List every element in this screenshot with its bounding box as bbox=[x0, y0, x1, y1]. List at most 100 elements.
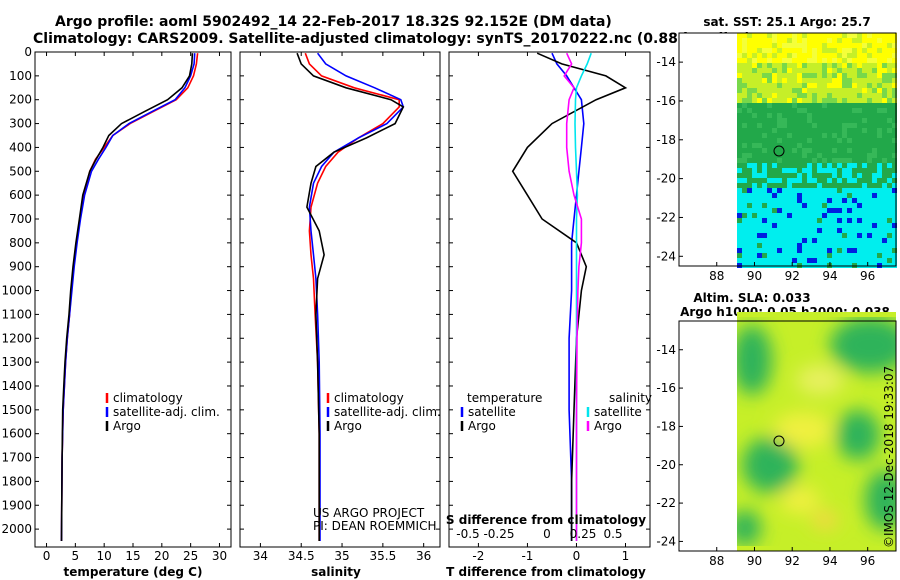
sst-cell bbox=[827, 88, 832, 93]
sst-cell bbox=[787, 118, 792, 123]
sst-cell bbox=[842, 68, 847, 73]
sst-cell bbox=[842, 153, 847, 158]
sst-cell bbox=[797, 68, 802, 73]
sst-cell bbox=[787, 208, 792, 213]
sst-cell bbox=[857, 138, 862, 143]
sst-cell bbox=[737, 113, 742, 118]
map-y-tick-label: -24 bbox=[656, 534, 676, 548]
depth-tick-label: 300 bbox=[9, 117, 32, 131]
sst-cell bbox=[817, 173, 822, 178]
sst-cell bbox=[867, 198, 872, 203]
sst-cell bbox=[822, 83, 827, 88]
series-argo bbox=[296, 52, 405, 541]
sst-cell bbox=[812, 63, 817, 68]
sst-cell bbox=[772, 253, 777, 258]
sst-cell bbox=[757, 68, 762, 73]
sst-cell bbox=[807, 193, 812, 198]
map-x-tick-label: 88 bbox=[709, 269, 724, 283]
sst-cell bbox=[882, 53, 887, 58]
sst-cell bbox=[812, 43, 817, 48]
sst-cell bbox=[852, 53, 857, 58]
sst-cell bbox=[802, 148, 807, 153]
sst-cell bbox=[797, 213, 802, 218]
x-tick-label: 1 bbox=[622, 549, 630, 563]
sst-cell bbox=[767, 173, 772, 178]
temperature-axis: 0 5 10 15 20 25 30 bbox=[43, 52, 227, 563]
sst-cell bbox=[822, 213, 827, 218]
sst-cell bbox=[822, 63, 827, 68]
sst-cell bbox=[882, 258, 887, 263]
sst-cell bbox=[892, 228, 897, 233]
sst-cell bbox=[837, 203, 842, 208]
sst-cell bbox=[797, 243, 802, 248]
sst-cell bbox=[857, 73, 862, 78]
sst-cell bbox=[742, 143, 747, 148]
legend-label: Argo bbox=[468, 419, 496, 433]
sst-cell bbox=[837, 43, 842, 48]
sst-cell bbox=[792, 223, 797, 228]
sst-cell bbox=[872, 138, 877, 143]
sst-cell bbox=[742, 173, 747, 178]
sst-cell bbox=[762, 98, 767, 103]
sst-cell bbox=[762, 208, 767, 213]
sst-cell bbox=[852, 158, 857, 163]
sla-blob bbox=[830, 317, 896, 373]
sst-cell bbox=[747, 58, 752, 63]
sst-cell bbox=[842, 183, 847, 188]
sst-cell bbox=[812, 133, 817, 138]
sst-cell bbox=[777, 93, 782, 98]
sst-cell bbox=[767, 248, 772, 253]
sst-cell bbox=[827, 223, 832, 228]
sst-cell bbox=[862, 248, 867, 253]
sst-cell bbox=[782, 118, 787, 123]
sst-cell bbox=[792, 148, 797, 153]
sst-cell bbox=[802, 38, 807, 43]
sst-cell bbox=[822, 73, 827, 78]
sst-cell bbox=[767, 158, 772, 163]
sst-cell bbox=[827, 103, 832, 108]
sst-cell bbox=[737, 78, 742, 83]
sst-cell bbox=[797, 143, 802, 148]
sla-blob bbox=[737, 510, 761, 546]
sst-cell bbox=[767, 183, 772, 188]
sst-cell bbox=[827, 228, 832, 233]
argo-position-marker-sla bbox=[773, 435, 785, 447]
sst-cell bbox=[757, 248, 762, 253]
t-difference-axis: -2 -1 0 1 bbox=[472, 52, 629, 563]
sla-map-panel: Altim. SLA: 0.033 Argo h1000: 0.05 h2000… bbox=[656, 291, 897, 568]
sst-cell bbox=[747, 198, 752, 203]
sst-cell bbox=[777, 258, 782, 263]
sst-cell bbox=[857, 53, 862, 58]
sst-cell bbox=[792, 238, 797, 243]
sst-cell bbox=[822, 138, 827, 143]
sst-cell bbox=[887, 83, 892, 88]
sst-cell bbox=[882, 98, 887, 103]
sst-cell bbox=[832, 128, 837, 133]
sst-cell bbox=[827, 218, 832, 223]
sst-cell bbox=[752, 63, 757, 68]
sst-cell bbox=[772, 113, 777, 118]
sst-cell bbox=[837, 103, 842, 108]
sst-cell bbox=[867, 53, 872, 58]
sst-cell bbox=[842, 228, 847, 233]
sst-cell bbox=[832, 143, 837, 148]
sst-cell bbox=[857, 253, 862, 258]
salinity-depth-ticks bbox=[240, 51, 440, 530]
sst-cell bbox=[742, 68, 747, 73]
sst-cell bbox=[752, 238, 757, 243]
sst-cell bbox=[887, 148, 892, 153]
depth-tick-label: 600 bbox=[9, 188, 32, 202]
sst-cell bbox=[772, 63, 777, 68]
sst-cell bbox=[827, 33, 832, 38]
sst-cell bbox=[777, 173, 782, 178]
sst-cell bbox=[892, 158, 897, 163]
sst-cell bbox=[847, 118, 852, 123]
sst-cell bbox=[762, 193, 767, 198]
sst-cell bbox=[847, 73, 852, 78]
sst-cell bbox=[827, 123, 832, 128]
sst-cell bbox=[857, 78, 862, 83]
sst-cell bbox=[757, 48, 762, 53]
sst-cell bbox=[772, 223, 777, 228]
sst-cell bbox=[862, 138, 867, 143]
sst-cell bbox=[797, 148, 802, 153]
